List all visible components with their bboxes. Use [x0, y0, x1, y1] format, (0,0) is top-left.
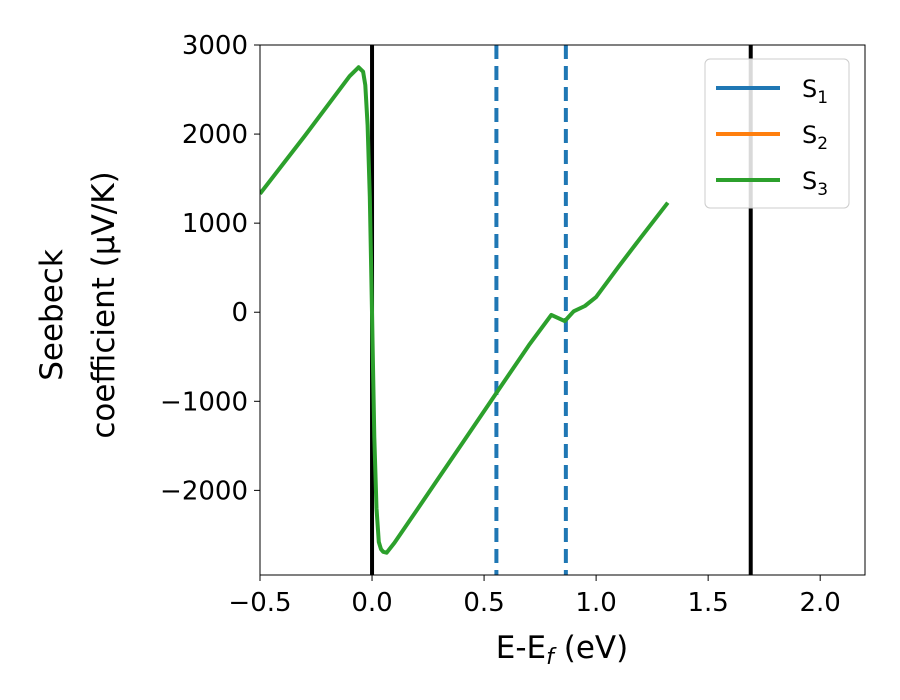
- y-axis-ticks: 3000 2000 1000 0 −1000 −2000: [160, 31, 260, 506]
- y-tick-label: 3000: [182, 31, 248, 61]
- x-tick-label: 1.0: [575, 588, 616, 618]
- plot-frame: [259, 44, 866, 576]
- x-axis-ticks: −0.5 0.0 0.5 1.0 1.5 2.0: [228, 575, 841, 618]
- y-axis-label-line-2: coefficient (μV/K): [86, 171, 122, 438]
- x-tick-label: −0.5: [228, 588, 291, 618]
- y-tick-label: 2000: [182, 120, 248, 150]
- legend-label-s3: S3: [802, 167, 828, 200]
- y-tick-label: 0: [231, 298, 248, 328]
- x-tick-label: 1.5: [687, 588, 728, 618]
- series-line-s3: [260, 65, 670, 555]
- x-axis-label: E-Ef (eV): [496, 630, 628, 670]
- y-tick-label: 1000: [182, 209, 248, 239]
- x-axis-label-subscript: f: [546, 645, 557, 670]
- legend-label-s1: S1: [802, 75, 828, 108]
- y-tick-label: −2000: [160, 476, 248, 506]
- x-tick-label: 0.0: [351, 588, 392, 618]
- x-tick-label: 2.0: [800, 588, 841, 618]
- legend: S1 S2 S3: [704, 58, 850, 209]
- series-lines: [260, 65, 670, 555]
- x-tick-label: 0.5: [463, 588, 504, 618]
- legend-label-s2: S2: [802, 121, 828, 154]
- y-tick-label: −1000: [160, 387, 248, 417]
- y-axis-label: Seebeck coefficient (μV/K): [34, 171, 122, 438]
- y-axis-label-line-1: Seebeck: [34, 249, 70, 381]
